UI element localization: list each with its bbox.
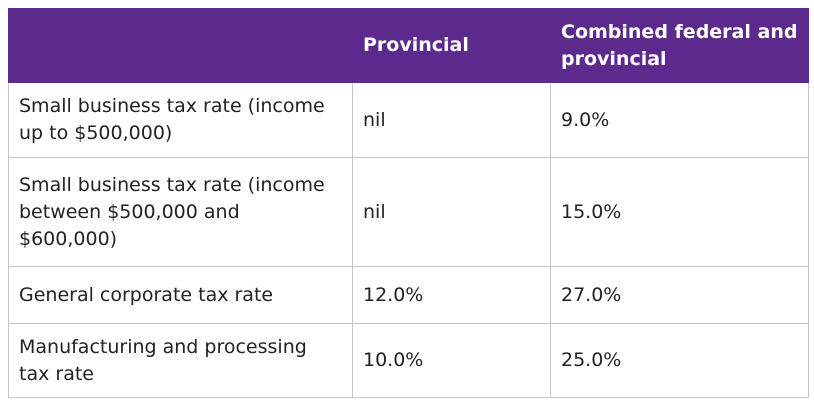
rate-cell: 10.0% xyxy=(352,323,551,398)
table-header: Provincial Combined federal and provinci… xyxy=(8,8,809,83)
table-row: General corporate tax rate 12.0% 27.0% xyxy=(8,266,809,324)
table-row: Small business tax rate (income between … xyxy=(8,157,809,267)
rate-cell: nil xyxy=(352,157,551,267)
table-row: Manufacturing and processing tax rate 10.… xyxy=(8,323,809,398)
rate-cell: 12.0% xyxy=(352,266,551,324)
header-cell: Provincial xyxy=(352,8,551,83)
header-cell xyxy=(8,8,353,83)
rate-cell: nil xyxy=(352,82,551,158)
row-label: General corporate tax rate xyxy=(8,266,353,324)
rate-cell: 15.0% xyxy=(550,157,809,267)
table-row: Small business tax rate (income up to $5… xyxy=(8,82,809,158)
row-label: Manufacturing and processing tax rate xyxy=(8,323,353,398)
row-label: Small business tax rate (income up to $5… xyxy=(8,82,353,158)
table-body: Small business tax rate (income up to $5… xyxy=(8,82,809,398)
header-row: Provincial Combined federal and provinci… xyxy=(8,8,809,83)
rate-cell: 25.0% xyxy=(550,323,809,398)
rate-cell: 9.0% xyxy=(550,82,809,158)
row-label: Small business tax rate (income between … xyxy=(8,157,353,267)
tax-table: Provincial Combined federal and provinci… xyxy=(8,8,809,398)
rate-cell: 27.0% xyxy=(550,266,809,324)
header-cell: Combined federal and provincial xyxy=(550,8,809,83)
